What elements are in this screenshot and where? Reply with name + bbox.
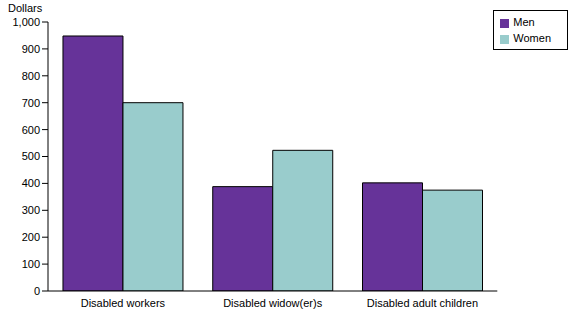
- svg-text:400: 400: [22, 177, 40, 189]
- html-text:Women: Women: [513, 32, 551, 44]
- svg-text:0: 0: [34, 285, 40, 297]
- svg-text:700: 700: [22, 97, 40, 109]
- svg-text:300: 300: [22, 204, 40, 216]
- svg-text:Disabled workers: Disabled workers: [81, 297, 166, 309]
- svg-text:800: 800: [22, 70, 40, 82]
- svg-text:1,000: 1,000: [12, 16, 40, 28]
- svg-text:Disabled widow(er)s: Disabled widow(er)s: [223, 297, 323, 309]
- svg-text:Disabled adult children: Disabled adult children: [367, 297, 478, 309]
- svg-text:600: 600: [22, 124, 40, 136]
- svg-text:200: 200: [22, 231, 40, 243]
- html-text:Men: Men: [513, 16, 535, 28]
- html-text:Dollars: Dollars: [8, 2, 43, 14]
- svg-text:900: 900: [22, 43, 40, 55]
- svg-text:100: 100: [22, 258, 40, 270]
- svg-text:500: 500: [22, 150, 40, 162]
